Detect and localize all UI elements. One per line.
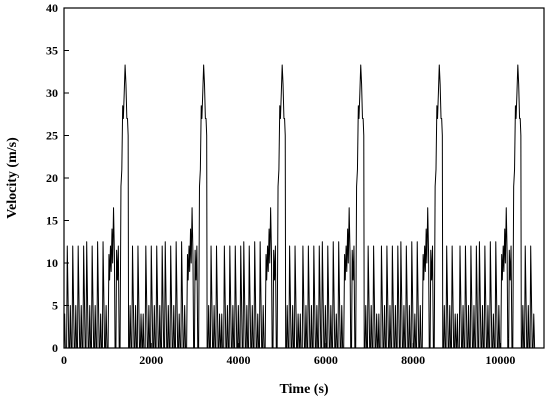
x-axis-title: Time (s) bbox=[279, 382, 328, 397]
series-layer bbox=[63, 64, 536, 349]
x-tick-label: 2000 bbox=[139, 353, 163, 367]
y-tick-label: 5 bbox=[52, 299, 58, 313]
y-tick-label: 20 bbox=[46, 171, 58, 185]
y-tick-label: 30 bbox=[46, 86, 58, 100]
x-tick-label: 6000 bbox=[314, 353, 338, 367]
y-tick-label: 35 bbox=[46, 44, 58, 58]
y-tick-label: 15 bbox=[46, 214, 58, 228]
x-tick-label: 0 bbox=[61, 353, 67, 367]
y-tick-label: 0 bbox=[52, 341, 58, 355]
x-tick-label: 8000 bbox=[401, 353, 425, 367]
x-tick-label: 10000 bbox=[485, 353, 515, 367]
velocity-series-line bbox=[63, 64, 536, 349]
y-tick-label: 25 bbox=[46, 129, 58, 143]
y-axis-ticks: 0 5 10 15 20 25 30 35 40 bbox=[46, 1, 69, 355]
y-tick-label: 10 bbox=[46, 256, 58, 270]
y-axis-title: Velocity (m/s) bbox=[5, 137, 20, 219]
x-axis-ticks: 0 2000 4000 6000 8000 10000 bbox=[61, 343, 515, 367]
y-tick-label: 40 bbox=[46, 1, 58, 15]
x-tick-label: 4000 bbox=[227, 353, 251, 367]
